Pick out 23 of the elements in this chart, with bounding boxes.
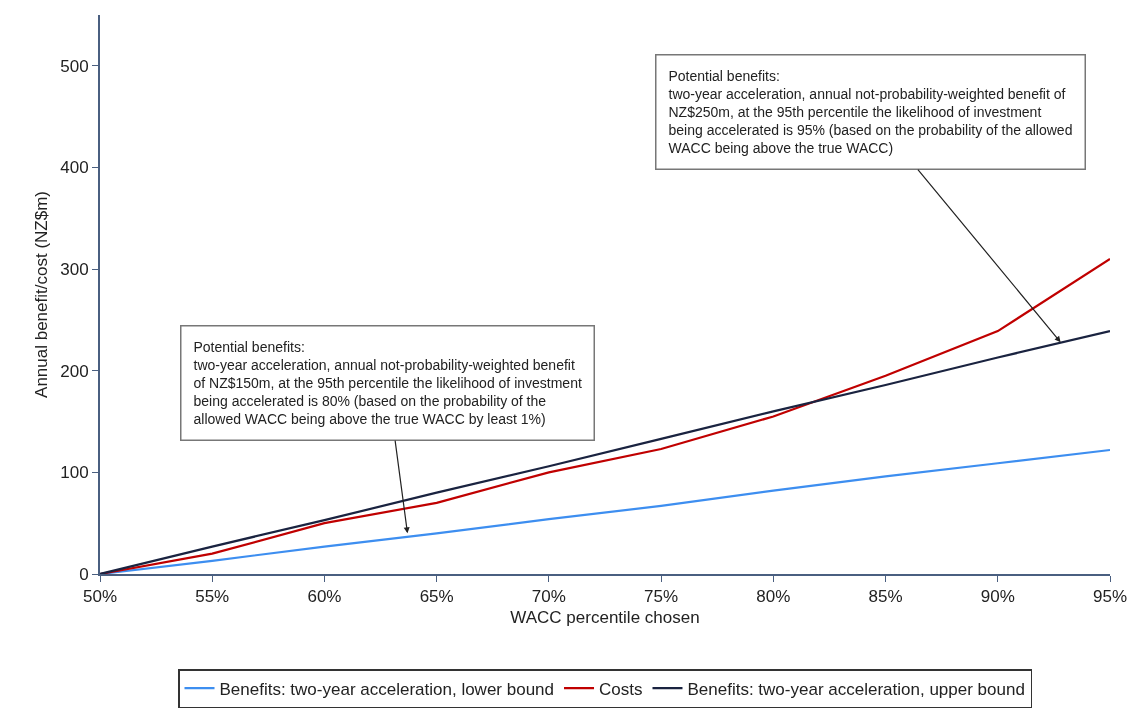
x-tick-label: 60% (307, 587, 342, 607)
legend-label: Benefits: two-year acceleration, lower bound (219, 679, 555, 699)
y-tick-label: 400 (60, 158, 89, 178)
x-tick-label: 85% (868, 587, 903, 607)
x-tick-label: 80% (756, 587, 791, 607)
y-tick-label: 500 (60, 56, 89, 76)
x-tick-label: 65% (419, 587, 454, 607)
annotation: Potential benefits: two-year acceleration, annual not-probability-weighted benefit of NZ$250m, at the 95th percentile the likelihood of investment being accelerated is 95% (based on the probability of the allowed WACC being above the true WACC) (668, 67, 1073, 157)
y-tick-label: 200 (60, 361, 89, 381)
x-tick-label: 95% (1092, 587, 1128, 607)
x-tick-label: 75% (644, 587, 679, 607)
x-tick-label: 70% (531, 587, 566, 607)
x-tick-label: 55% (195, 587, 230, 607)
y-tick-label: 300 (60, 260, 89, 280)
legend-label: Costs (599, 679, 643, 699)
y-tick-label: 100 (60, 463, 89, 483)
y-tick-label: 0 (79, 564, 89, 584)
y-axis-title: Annual benefit/cost (NZ$m) (32, 191, 52, 398)
legend-label: Benefits: two-year acceleration, upper bound (687, 679, 1025, 699)
x-tick-label: 50% (82, 587, 118, 607)
x-axis-title: WACC percentile chosen (510, 608, 700, 628)
x-tick-label: 90% (980, 587, 1015, 607)
annotation: Potential benefits: two-year acceleration, annual not-probability-weighted benefit of NZ$150m, at the 95th percentile the likelihood of investment being accelerated is 80% (based on the probability of the allowed WACC being above the true WACC by least 1%) (193, 338, 582, 428)
